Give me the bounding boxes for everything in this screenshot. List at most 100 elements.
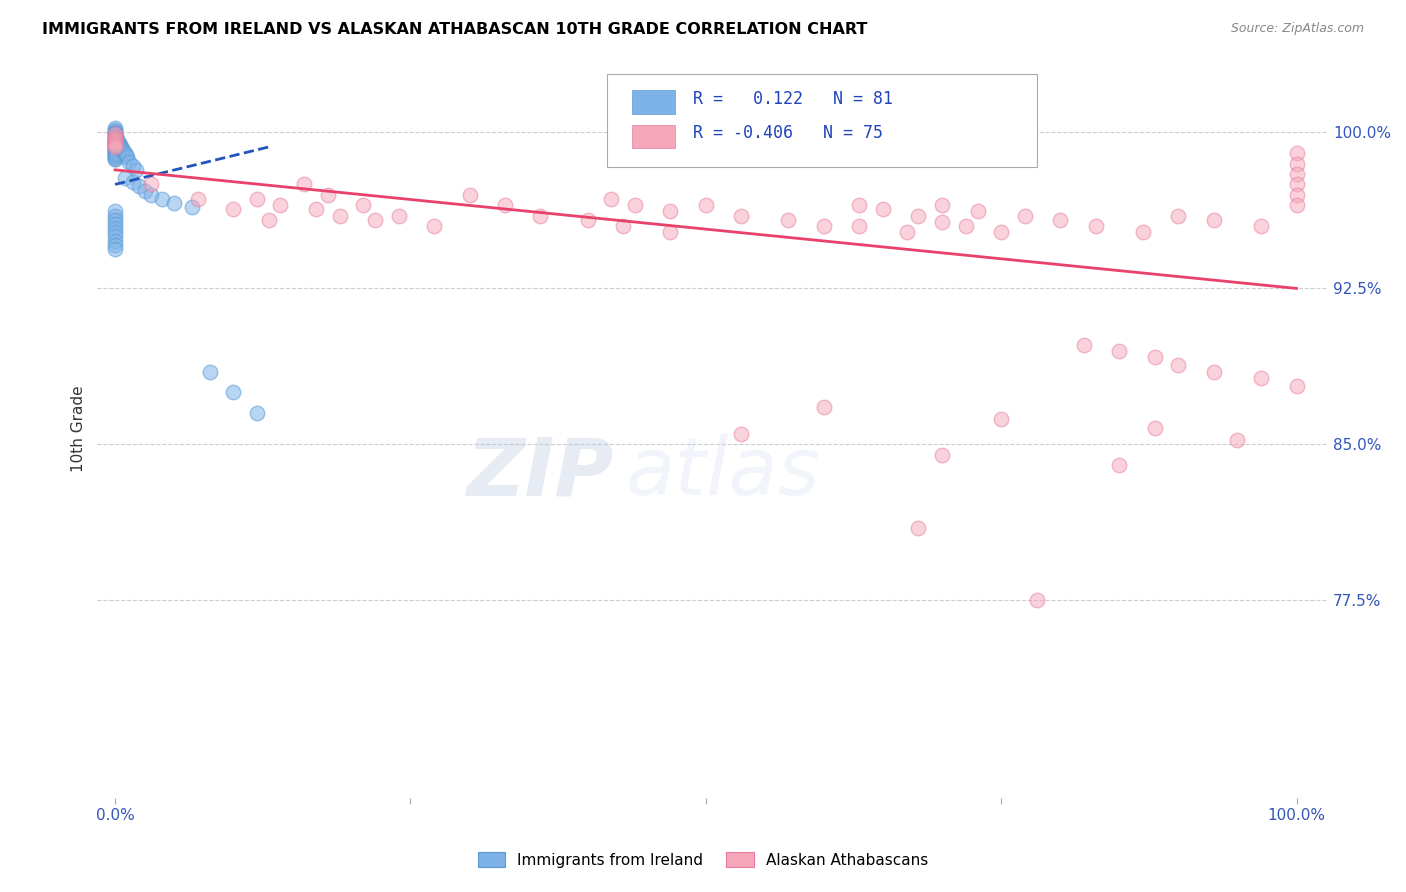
Point (316, 187, 339, 202)
FancyBboxPatch shape (631, 125, 675, 148)
Point (104, 221, 127, 235)
Point (1108, 343, 1130, 358)
Point (813, 400, 835, 414)
Point (931, 448, 953, 462)
Point (612, 219, 634, 233)
Point (1285, 178, 1308, 192)
Point (1250, 219, 1272, 233)
Point (695, 198, 717, 212)
Point (931, 215, 953, 229)
Point (1202, 212, 1225, 227)
Point (529, 209, 551, 223)
FancyBboxPatch shape (631, 90, 675, 113)
Point (1143, 421, 1166, 435)
Point (107, 136, 129, 150)
Point (494, 198, 516, 212)
Point (104, 136, 127, 150)
Point (105, 140, 128, 154)
Legend: Immigrants from Ireland, Alaskan Athabascans: Immigrants from Ireland, Alaskan Athabas… (470, 844, 936, 875)
Point (104, 144, 127, 158)
Text: R = -0.406   N = 75: R = -0.406 N = 75 (693, 125, 883, 143)
FancyBboxPatch shape (607, 74, 1038, 167)
Text: ZIP: ZIP (465, 434, 613, 512)
Point (1167, 209, 1189, 223)
Point (896, 225, 918, 239)
Point (125, 162, 148, 177)
Point (104, 225, 127, 239)
Point (104, 153, 127, 167)
Point (1025, 593, 1047, 607)
Point (104, 150, 127, 164)
Point (1285, 187, 1308, 202)
Point (364, 212, 387, 227)
Point (111, 142, 134, 156)
Point (104, 137, 127, 152)
Point (105, 136, 128, 150)
Point (180, 200, 202, 214)
Point (104, 131, 127, 145)
Point (966, 204, 988, 219)
Point (104, 212, 127, 227)
Point (104, 125, 127, 139)
Point (1226, 434, 1249, 448)
Point (128, 179, 150, 194)
Point (150, 192, 173, 206)
Point (576, 212, 599, 227)
Text: IMMIGRANTS FROM IRELAND VS ALASKAN ATHABASCAN 10TH GRADE CORRELATION CHART: IMMIGRANTS FROM IRELAND VS ALASKAN ATHAB… (42, 22, 868, 37)
Point (305, 202, 328, 217)
Point (730, 209, 752, 223)
Point (848, 198, 870, 212)
Point (730, 427, 752, 442)
Point (108, 140, 131, 154)
Point (222, 385, 245, 400)
Point (107, 140, 129, 154)
Point (778, 212, 800, 227)
Point (104, 136, 127, 150)
Point (1202, 365, 1225, 379)
Point (222, 202, 245, 217)
Point (104, 204, 127, 219)
Point (104, 123, 127, 137)
Point (104, 237, 127, 252)
Point (107, 134, 129, 148)
Point (104, 148, 127, 162)
Point (1285, 146, 1308, 161)
Text: Source: ZipAtlas.com: Source: ZipAtlas.com (1230, 22, 1364, 36)
Point (112, 144, 135, 158)
Point (107, 137, 129, 152)
Point (187, 192, 209, 206)
Point (848, 219, 870, 233)
Point (1285, 167, 1308, 181)
Point (198, 365, 221, 379)
Point (107, 131, 129, 145)
Point (600, 192, 623, 206)
Point (114, 171, 136, 186)
Point (104, 136, 127, 150)
Point (107, 140, 129, 154)
Point (328, 209, 350, 223)
Point (104, 137, 127, 152)
Point (104, 128, 127, 142)
Point (423, 219, 446, 233)
Point (1049, 212, 1071, 227)
Point (121, 159, 143, 173)
Point (104, 242, 127, 256)
Point (104, 234, 127, 248)
Point (292, 178, 315, 192)
Point (139, 187, 162, 202)
Point (104, 140, 127, 154)
Point (1014, 209, 1036, 223)
Point (1108, 458, 1130, 473)
Point (104, 129, 127, 144)
Point (659, 204, 682, 219)
Point (104, 134, 127, 148)
Point (104, 142, 127, 156)
Point (1285, 198, 1308, 212)
Point (257, 212, 280, 227)
Point (107, 136, 129, 150)
Point (105, 146, 128, 161)
Point (105, 134, 128, 148)
Text: atlas: atlas (626, 434, 821, 512)
Point (1285, 379, 1308, 393)
Point (1132, 225, 1154, 239)
